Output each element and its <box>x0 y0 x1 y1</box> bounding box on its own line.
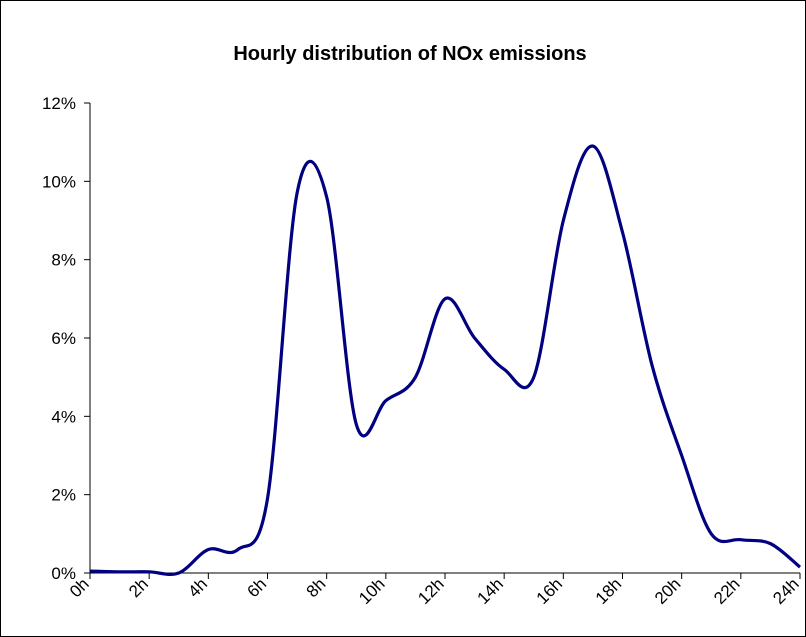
chart-title: Hourly distribution of NOx emissions <box>233 43 586 65</box>
series-line <box>89 144 802 577</box>
y-tick-label: 8% <box>51 251 76 270</box>
y-tick-label: 12% <box>42 94 76 113</box>
y-tick-label: 6% <box>51 329 76 348</box>
y-tick-label: 2% <box>51 486 76 505</box>
y-tick-label: 4% <box>51 407 76 426</box>
y-tick-label: 10% <box>42 172 76 191</box>
y-tick-label: 0% <box>51 564 76 583</box>
